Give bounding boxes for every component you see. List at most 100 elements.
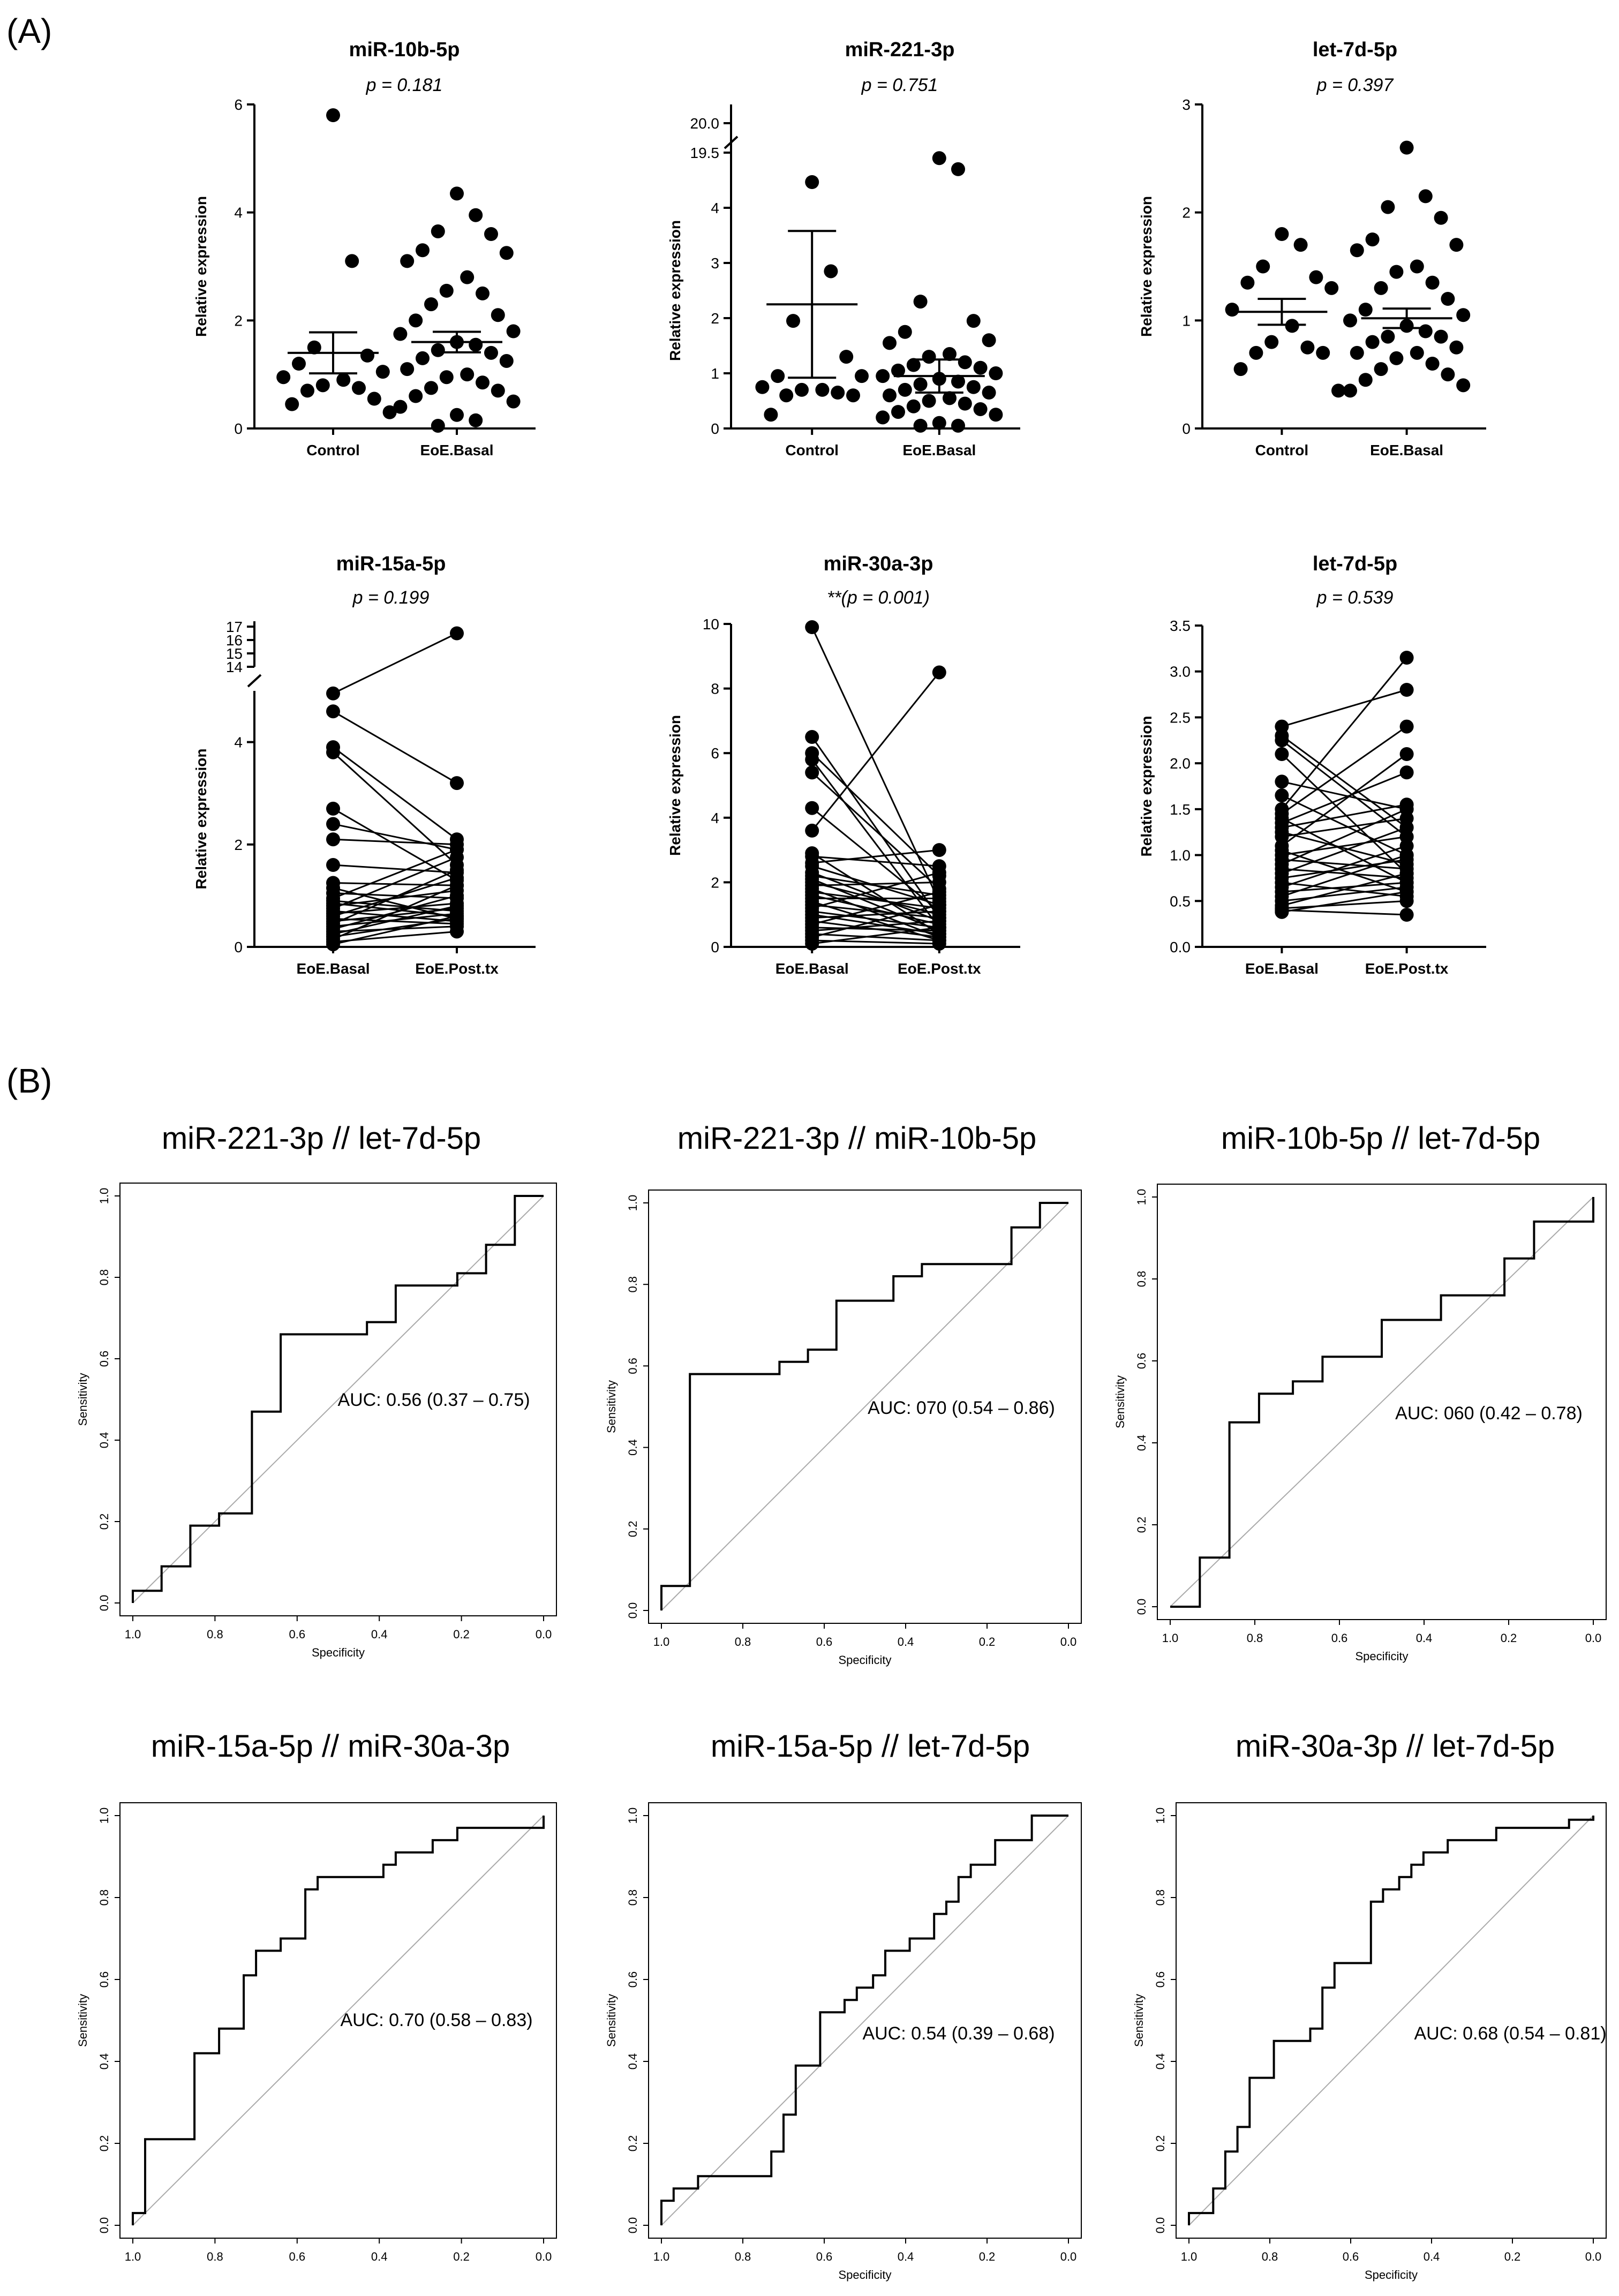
chart-title: miR-15a-5p // miR-30a-3p — [151, 1729, 510, 1764]
data-point — [1399, 908, 1414, 922]
data-point — [315, 378, 330, 393]
pair-line — [1281, 689, 1407, 728]
x-tick-label: EoE.Basal — [1370, 442, 1443, 458]
data-point — [805, 801, 819, 815]
pair-line — [1281, 845, 1407, 888]
data-point — [450, 186, 464, 201]
data-point — [1399, 866, 1414, 880]
data-point — [450, 850, 464, 864]
y-tick-label: 2 — [234, 837, 243, 853]
plot-frame — [648, 1802, 1082, 2239]
x-tick-label: 0.0 — [1585, 2250, 1602, 2263]
pair-line — [333, 917, 457, 938]
pair-line — [1281, 794, 1407, 856]
data-point — [439, 370, 454, 385]
pair-line — [333, 864, 457, 874]
plot-frame — [1176, 1802, 1607, 2239]
y-tick-label: 0.6 — [1135, 1353, 1148, 1369]
x-tick-label: 0.6 — [816, 1635, 833, 1648]
data-point — [1343, 383, 1357, 398]
data-point — [1399, 802, 1414, 816]
y-tick-label: 2 — [711, 874, 719, 891]
x-axis-label: Specificity — [312, 1646, 365, 1659]
pair-line — [811, 807, 940, 912]
data-point — [973, 360, 988, 375]
data-point — [1275, 774, 1289, 789]
data-point — [805, 730, 819, 744]
chart-1: miR-10b-5p p = 0.181 0 2 4 6 Control EoE.Basal R… — [193, 39, 536, 458]
data-point — [1449, 238, 1464, 252]
x-tick-label: 0.2 — [453, 2250, 470, 2263]
y-tick-label: 19.5 — [690, 145, 720, 161]
data-point — [1418, 324, 1433, 338]
data-point — [982, 333, 996, 348]
x-tick-label: 0.8 — [1247, 1631, 1263, 1645]
pair-line — [333, 902, 457, 917]
pair-line — [812, 920, 939, 932]
pair-line — [1281, 740, 1407, 838]
y-tick-label: 3.5 — [1170, 618, 1191, 634]
data-point — [424, 297, 438, 312]
y-tick-label: 0.0 — [1135, 1599, 1148, 1615]
data-point — [450, 924, 464, 939]
data-point — [982, 386, 996, 400]
pair-line — [811, 752, 940, 877]
data-point — [1240, 275, 1255, 290]
data-point — [300, 383, 314, 398]
x-tick-label: 0.2 — [453, 1628, 470, 1641]
y-tick-label: 0 — [234, 420, 243, 437]
y-tick-label: 0.0 — [626, 2217, 639, 2234]
y-tick-label: 0.8 — [1135, 1271, 1148, 1288]
y-tick-label: 0.2 — [626, 1521, 639, 1538]
pair-line — [811, 875, 940, 897]
data-point — [1456, 308, 1471, 322]
pair-line — [1281, 771, 1407, 824]
x-tick-label: EoE.Post.tx — [1365, 960, 1449, 977]
chart-subtitle: **(p = 0.001) — [827, 588, 930, 608]
y-axis-label: Sensitivity — [1113, 1375, 1127, 1428]
data-point — [292, 357, 306, 371]
x-tick-label: 0.0 — [536, 2250, 552, 2263]
chart-12: miR-30a-3p // let-7d-5p 1.0 0.8 0.6 0.4 0.2 0.… — [1132, 1729, 1607, 2282]
data-point — [876, 369, 890, 383]
x-tick-label: Control — [306, 442, 360, 458]
data-point — [491, 383, 505, 398]
x-tick-label: EoE.Basal — [420, 442, 494, 458]
data-point — [951, 162, 965, 176]
x-tick-label: 1.0 — [125, 1628, 141, 1641]
pair-line — [1281, 854, 1407, 898]
y-tick-label: 0 — [711, 420, 719, 437]
y-axis-label: Relative expression — [1138, 196, 1155, 337]
x-tick-label: Control — [1255, 442, 1309, 458]
data-point — [805, 936, 819, 951]
data-point — [958, 355, 972, 370]
x-tick-label: 0.4 — [371, 1628, 388, 1641]
y-tick-label: 0.6 — [626, 1971, 639, 1988]
data-point — [367, 392, 381, 406]
data-point — [906, 358, 921, 372]
data-point — [460, 270, 475, 284]
data-point — [1399, 820, 1414, 835]
y-tick-label: 1.0 — [1170, 847, 1191, 864]
data-point — [1358, 303, 1373, 317]
x-axis-label: Specificity — [838, 1653, 891, 1667]
pair-line — [1281, 657, 1407, 810]
data-point — [898, 382, 912, 397]
x-tick-label: 0.2 — [1501, 1631, 1517, 1645]
pair-line — [333, 746, 457, 840]
y-tick-label: 2 — [711, 310, 719, 327]
data-point — [285, 397, 299, 411]
pair-line — [333, 882, 457, 886]
pair-line — [812, 910, 939, 919]
auc-annotation: AUC: 0.54 (0.39 – 0.68) — [862, 2023, 1055, 2044]
data-point — [326, 108, 340, 123]
data-point — [450, 878, 464, 893]
data-point — [1275, 733, 1289, 748]
y-tick-label: 1.0 — [626, 1808, 639, 1824]
pair-line — [1282, 803, 1407, 829]
x-tick-label: 1.0 — [653, 1635, 670, 1648]
y-axis-label: Sensitivity — [76, 1994, 89, 2047]
data-point — [506, 394, 521, 409]
pair-line — [812, 904, 939, 919]
data-point — [922, 350, 936, 364]
